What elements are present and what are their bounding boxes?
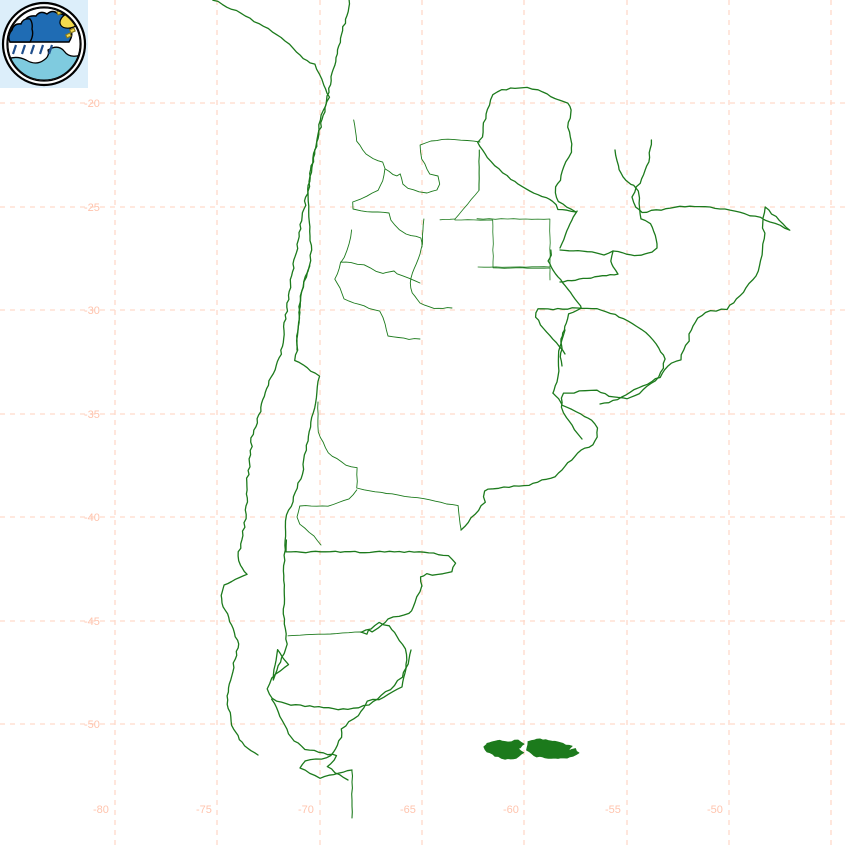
svg-text:-65: -65: [400, 804, 416, 816]
svg-text:-60: -60: [503, 804, 519, 816]
svg-text:-75: -75: [196, 804, 212, 816]
svg-text:-80: -80: [93, 804, 109, 816]
svg-text:-50: -50: [84, 719, 100, 731]
svg-text:-45: -45: [84, 616, 100, 628]
svg-text:-35: -35: [84, 409, 100, 421]
svg-text:-55: -55: [605, 804, 621, 816]
svg-text:-30: -30: [84, 305, 100, 317]
svg-text:-25: -25: [84, 202, 100, 214]
svg-text:-20: -20: [84, 98, 100, 110]
svg-text:-50: -50: [707, 804, 723, 816]
svg-text:-70: -70: [298, 804, 314, 816]
svg-text:-40: -40: [84, 512, 100, 524]
